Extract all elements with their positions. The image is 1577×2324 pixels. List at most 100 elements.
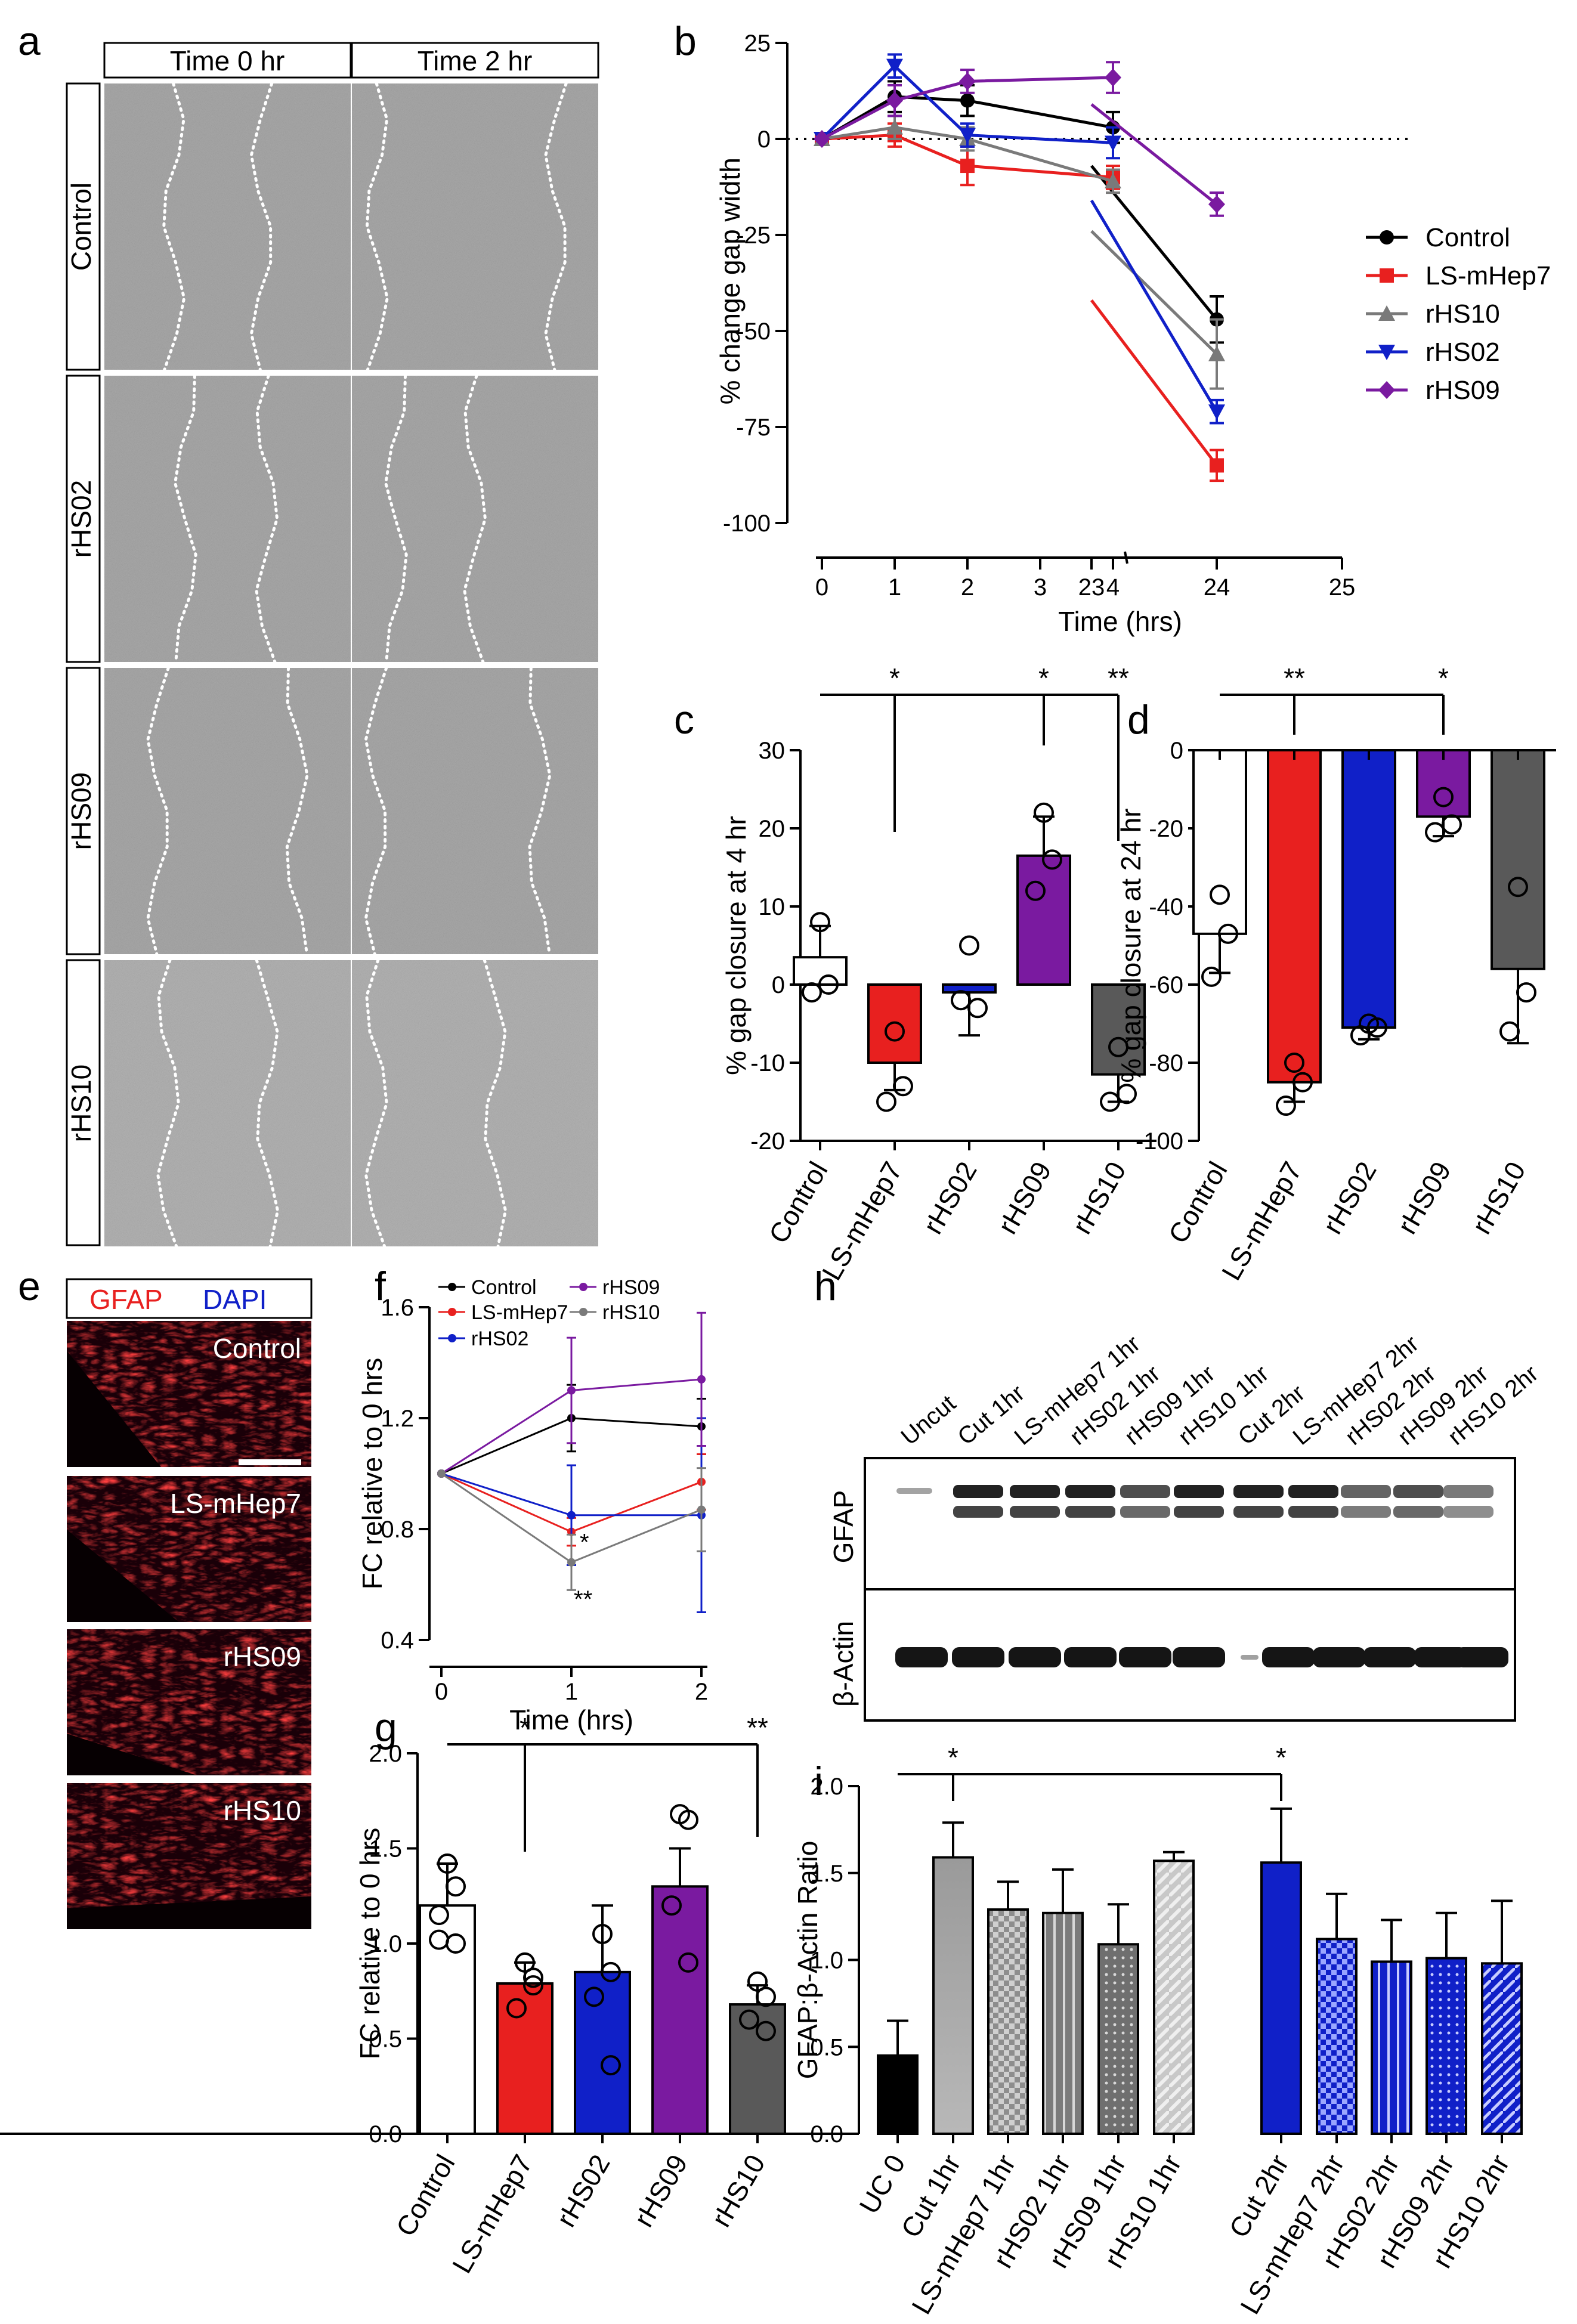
- significance-mark: *: [1038, 663, 1049, 694]
- legend-label-ls-mhep7: LS-mHep7: [1426, 261, 1551, 290]
- y-tick-label: 0.5: [810, 2034, 843, 2060]
- legend-marker: [579, 1308, 587, 1316]
- bar-rhs09: [1016, 854, 1071, 986]
- x-tick-label-rhs02: rHS02: [1316, 1156, 1382, 1239]
- y-tick-label: -10: [750, 1050, 785, 1076]
- y-tick-label: -20: [1149, 816, 1183, 842]
- wound-region: [67, 1530, 179, 1622]
- row-label-rhs09: rHS09: [66, 772, 97, 850]
- replicate-point: [1042, 849, 1062, 870]
- wound-region: [67, 1351, 161, 1467]
- stain-gfap-label: GFAP: [89, 1284, 163, 1315]
- y-tick-label: 10: [759, 894, 786, 920]
- replicate-point: [515, 1952, 535, 1973]
- y-tick-label: 1.0: [369, 1931, 402, 1957]
- data-point-rhs10: [567, 1558, 576, 1567]
- scale-bar: [239, 1459, 301, 1465]
- wound-edge-line: [255, 374, 279, 664]
- y-tick-label: 0.8: [381, 1517, 414, 1543]
- data-point-rhs02: [567, 1511, 576, 1520]
- fluorescence-label-control: Control: [213, 1333, 301, 1364]
- replicate-point: [967, 998, 988, 1019]
- replicate-point: [1516, 982, 1536, 1003]
- x-tick-label: 1: [565, 1679, 578, 1705]
- replicate-point: [876, 1091, 896, 1112]
- y-tick-label: 0: [757, 126, 771, 153]
- y-tick-label: -80: [1149, 1050, 1183, 1076]
- x-tick-label: 2: [695, 1679, 708, 1705]
- actin-band: [1456, 1647, 1508, 1667]
- replicate-point: [810, 912, 830, 933]
- data-point-rhs10: [437, 1469, 446, 1478]
- bar-ls-mhep7-2hr: [1316, 1938, 1358, 2136]
- blot-row-label-actin: β-Actin: [828, 1621, 859, 1707]
- y-tick-label: -60: [1149, 972, 1183, 998]
- actin-band: [1009, 1647, 1061, 1667]
- data-point-rhs09: [959, 72, 976, 91]
- legend-marker: [1378, 305, 1395, 321]
- legend-label-ls-mhep7: LS-mHep7: [471, 1301, 568, 1324]
- bar-ls-mhep7: [1267, 749, 1322, 1084]
- replicate-point: [1218, 923, 1238, 944]
- stain-dapi-label: DAPI: [203, 1284, 267, 1315]
- fluorescence-grid: Control LS-mHep7 rHS09 rHS10: [67, 1321, 311, 1929]
- replicate-point: [756, 2020, 776, 2041]
- x-tick-label-rhs10: rHS10: [705, 2149, 771, 2232]
- y-tick-label: 1.2: [381, 1406, 414, 1432]
- x-tick-label: 23: [1078, 574, 1105, 601]
- x-tick-label-rhs02: rHS02: [917, 1156, 982, 1239]
- micrograph-tile: [104, 376, 351, 662]
- series-line-rhs09: [821, 76, 1114, 141]
- blot-row-label-gfap: GFAP: [828, 1490, 859, 1564]
- replicate-point: [1367, 1017, 1387, 1038]
- x-tick-label-uc-0: UC 0: [853, 2149, 911, 2219]
- y-axis-title: GFAP:β-Actin Ratio: [792, 1841, 823, 2079]
- x-tick-label-control: Control: [389, 2149, 460, 2241]
- panel-letter-f: f: [375, 1264, 386, 1309]
- actin-band: [1173, 1647, 1225, 1667]
- x-tick-label: 1: [888, 574, 901, 601]
- bar-rhs09-1hr: [1097, 1943, 1139, 2135]
- y-axis-title: % change gap width: [715, 157, 746, 404]
- actin-band: [952, 1647, 1004, 1667]
- legend-label-rhs09: rHS09: [1426, 376, 1500, 405]
- wound-edge-line: [528, 666, 552, 956]
- series-line-rhs10: [821, 126, 1114, 183]
- bar-rhs02: [1341, 749, 1396, 1029]
- data-point-rhs09: [567, 1386, 576, 1395]
- significance-mark: **: [574, 1586, 592, 1613]
- wound-region: [67, 1896, 311, 1929]
- data-point-rhs09: [814, 130, 830, 148]
- x-axis-title: Time (hrs): [509, 1704, 633, 1735]
- gfap-band-lower: [1443, 1506, 1493, 1518]
- y-axis-title: FC relative to 0 hrs: [357, 1358, 388, 1590]
- legend-label-control: Control: [1426, 223, 1510, 252]
- x-tick-label-ls-mhep7: LS-mHep7: [446, 2149, 539, 2278]
- wound-edge-line: [384, 374, 408, 664]
- significance-mark: *: [520, 1712, 530, 1743]
- gfap-band-lower: [1010, 1506, 1060, 1518]
- y-tick-label: -40: [1149, 894, 1183, 920]
- bar-ls-mhep7-1hr: [987, 1908, 1029, 2136]
- legend-marker: [1380, 268, 1394, 283]
- x-tick-label-rhs09: rHS09: [1391, 1156, 1457, 1239]
- gfap-band-upper: [1120, 1485, 1170, 1498]
- y-axis-title: % gap closure at 4 hr: [721, 816, 752, 1075]
- wound-edge-line: [285, 666, 309, 956]
- x-tick-label-rhs09: rHS09: [991, 1156, 1057, 1239]
- bar-rhs02-1hr: [1042, 1911, 1084, 2135]
- bar-control: [1192, 749, 1247, 935]
- y-tick-label: 1.5: [810, 1861, 843, 1887]
- row-label-rhs10: rHS10: [66, 1064, 97, 1142]
- x-tick-label: 24: [1204, 574, 1230, 601]
- x-tick-label-control: Control: [1162, 1156, 1233, 1248]
- x-tick-label: 3: [1034, 574, 1047, 601]
- panel-a: Time 0 hr Time 2 hr Control rHS02 rHS09 …: [66, 42, 599, 1248]
- y-tick-label: -50: [736, 318, 771, 345]
- gfap-band-upper: [1393, 1485, 1443, 1498]
- col-header-time-2: Time 2 hr: [418, 45, 533, 76]
- micrograph-tile: [352, 960, 598, 1246]
- actin-band: [1313, 1647, 1365, 1667]
- significance-mark: *: [948, 1742, 958, 1773]
- micrograph-tile: [104, 83, 351, 370]
